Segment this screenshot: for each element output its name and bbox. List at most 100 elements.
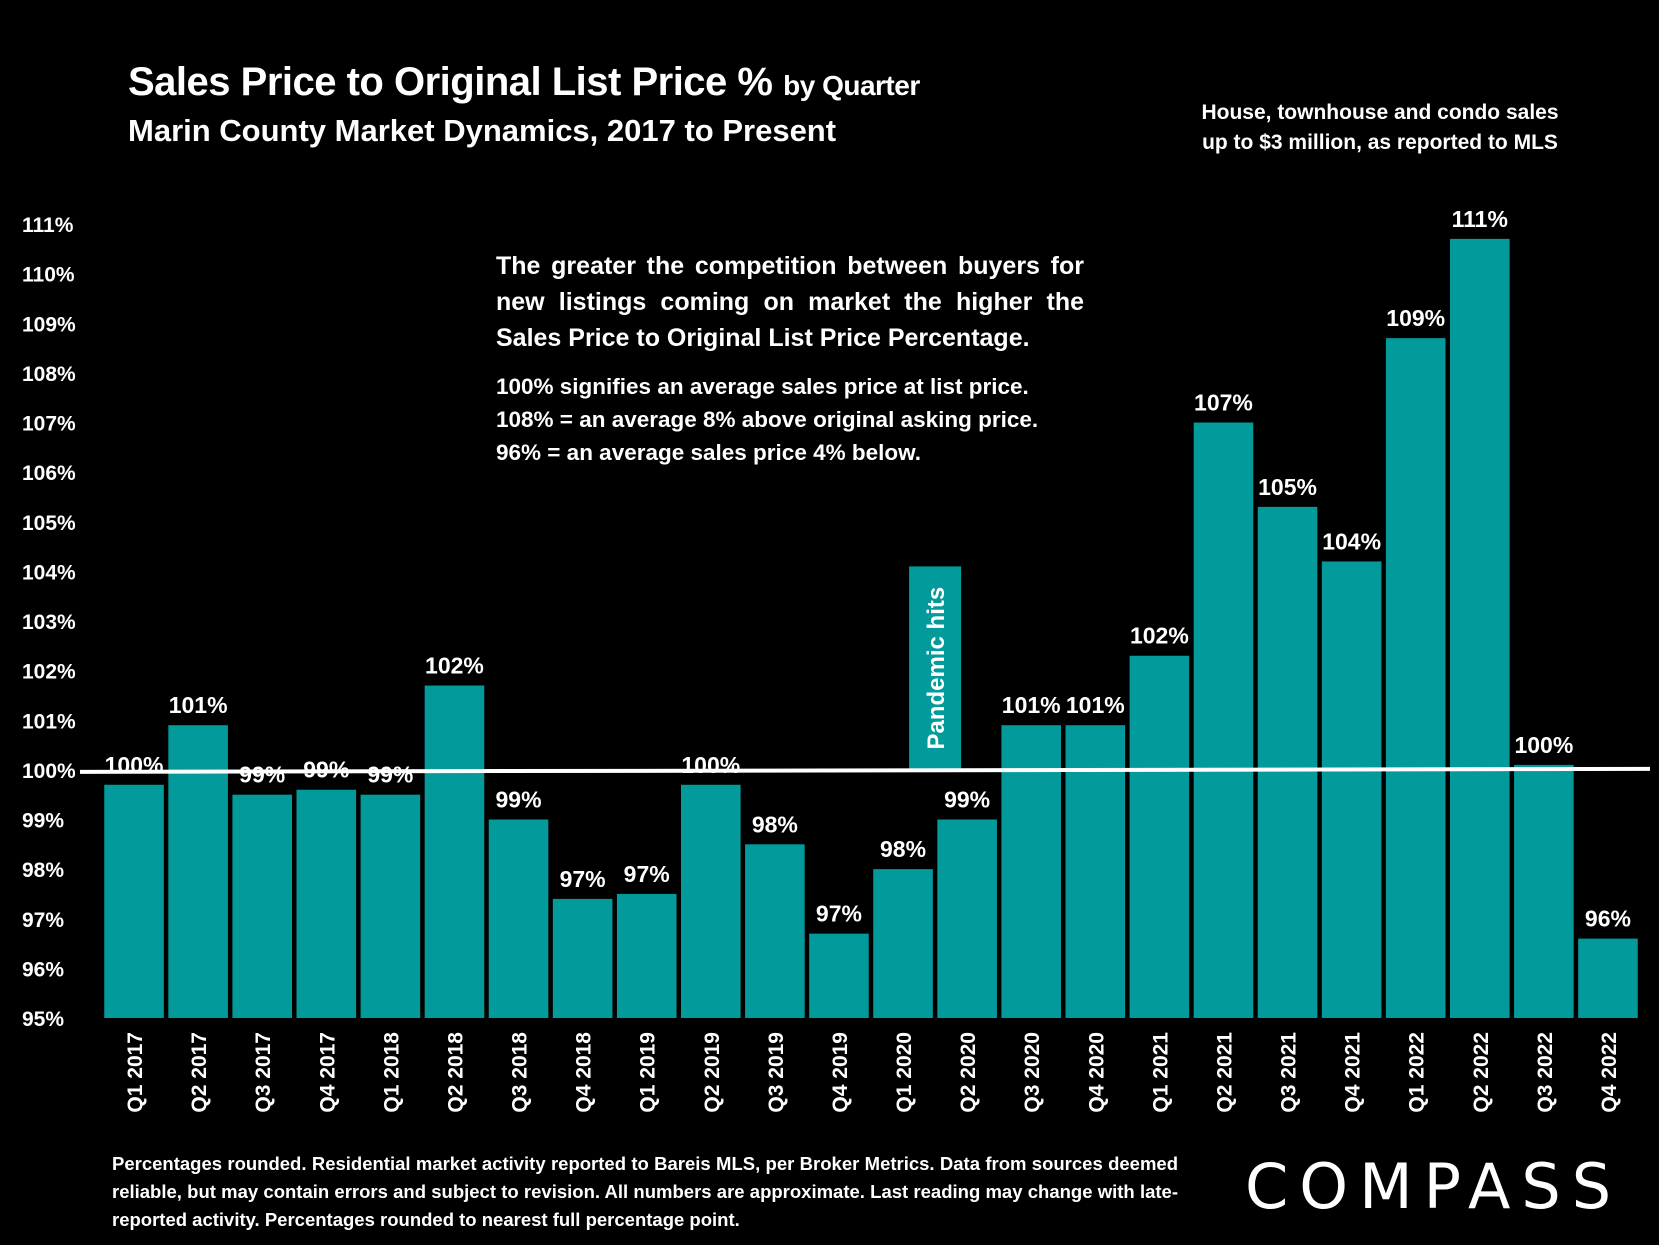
bar (168, 725, 228, 1018)
bar (1257, 506, 1318, 1018)
y-tick-label: 99% (22, 810, 64, 833)
data-label: 111% (1452, 206, 1508, 232)
chart-title: Sales Price to Original List Price % by … (128, 60, 920, 105)
annotation-line-2: 108% = an average 8% above original aski… (496, 407, 1039, 432)
x-tick-label: Q4 2021 (1342, 1032, 1365, 1113)
y-tick-label: 110% (22, 264, 75, 287)
annotation-explanation: 100% signifies an average sales price at… (496, 370, 1084, 469)
data-label: 107% (1194, 390, 1253, 416)
data-label: 99% (367, 762, 413, 788)
pandemic-marker (909, 566, 962, 770)
y-tick-label: 103% (22, 611, 76, 634)
data-label: 99% (239, 762, 285, 788)
bar (1514, 764, 1574, 1018)
bar (360, 794, 421, 1018)
chart-title-text: Sales Price to Original List Price % (128, 60, 773, 104)
bar (873, 869, 933, 1018)
y-tick-label: 109% (22, 313, 76, 336)
scope-note-line1: House, townhouse and condo sales (1201, 101, 1559, 124)
bar (1001, 725, 1062, 1018)
scope-note: House, townhouse and condo sales up to $… (1160, 98, 1600, 158)
data-label: 96% (1585, 906, 1631, 932)
bar (1385, 338, 1446, 1018)
y-tick-label: 107% (22, 413, 76, 436)
bar (1578, 938, 1638, 1018)
annotation-line-3: 96% = an average sales price 4% below. (496, 440, 922, 465)
data-label: 102% (425, 653, 484, 679)
annotation-paragraph: The greater the competition between buye… (496, 252, 1084, 352)
x-tick-label: Q4 2017 (316, 1032, 339, 1113)
x-tick-label: Q1 2017 (124, 1032, 147, 1113)
data-label: 97% (624, 861, 670, 887)
x-tick-label: Q2 2018 (444, 1032, 467, 1113)
bar (809, 933, 869, 1018)
x-tick-label: Q3 2022 (1534, 1032, 1557, 1113)
pandemic-marker-label: Pandemic hits (923, 587, 950, 750)
x-tick-label: Q1 2021 (1149, 1032, 1172, 1113)
y-tick-label: 102% (22, 661, 76, 684)
y-tick-label: 97% (22, 909, 64, 932)
bar (1129, 655, 1190, 1018)
x-tick-label: Q2 2017 (188, 1032, 211, 1113)
bar (616, 893, 677, 1018)
data-label: 100% (105, 752, 164, 778)
bar (1449, 238, 1510, 1018)
chart-annotation: The greater the competition between buye… (496, 248, 1084, 469)
scope-note-line2: up to $3 million, as reported to MLS (1202, 131, 1558, 154)
chart-title-suffix: by Quarter (783, 70, 920, 101)
data-label: 101% (1002, 692, 1061, 718)
chart-subtitle: Marin County Market Dynamics, 2017 to Pr… (128, 113, 837, 148)
x-tick-label: Q4 2020 (1085, 1032, 1108, 1113)
data-label: 100% (1514, 732, 1573, 758)
data-label: 98% (752, 811, 798, 837)
y-tick-label: 95% (22, 1008, 64, 1031)
bar (552, 898, 613, 1018)
y-tick-label: 101% (22, 710, 76, 733)
y-tick-label: 98% (22, 859, 64, 882)
data-label: 102% (1130, 623, 1189, 649)
data-label: 99% (496, 787, 542, 813)
reference-line-100 (79, 766, 1651, 774)
data-label: 101% (1066, 692, 1125, 718)
bar (296, 789, 357, 1018)
y-tick-label: 100% (22, 760, 76, 783)
bar (1065, 725, 1126, 1018)
bar (232, 794, 293, 1018)
x-tick-label: Q4 2019 (829, 1032, 852, 1113)
x-tick-label: Q2 2019 (701, 1032, 724, 1113)
x-tick-label: Q3 2021 (1278, 1032, 1301, 1113)
bar (424, 685, 485, 1018)
x-tick-label: Q2 2022 (1470, 1032, 1493, 1113)
x-tick-label: Q4 2022 (1598, 1032, 1621, 1113)
x-tick-label: Q3 2019 (765, 1032, 788, 1113)
bar (937, 819, 997, 1018)
y-tick-label: 96% (22, 958, 64, 981)
data-label: 105% (1258, 474, 1317, 500)
data-label: 97% (816, 901, 862, 927)
footnote: Percentages rounded. Residential market … (112, 1153, 1178, 1230)
data-label: 97% (560, 866, 606, 892)
bar (1321, 561, 1382, 1018)
bar (1193, 422, 1254, 1018)
data-label: 100% (681, 752, 740, 778)
x-tick-label: Q3 2020 (1021, 1032, 1044, 1113)
compass-logo: COMPASS (1245, 1150, 1623, 1223)
data-label: 98% (880, 836, 926, 862)
x-tick-label: Q3 2017 (252, 1032, 275, 1113)
y-tick-label: 104% (22, 561, 76, 584)
y-tick-label: 111% (22, 214, 74, 237)
x-tick-label: Q1 2022 (1406, 1032, 1429, 1113)
x-tick-label: Q2 2020 (957, 1032, 980, 1113)
x-tick-label: Q1 2018 (380, 1032, 403, 1113)
annotation-line-1: 100% signifies an average sales price at… (496, 374, 1029, 399)
x-tick-label: Q1 2020 (893, 1032, 916, 1113)
y-tick-label: 106% (22, 462, 76, 485)
bar (488, 819, 549, 1018)
x-tick-label: Q4 2018 (573, 1032, 596, 1113)
x-tick-label: Q1 2019 (637, 1032, 660, 1113)
x-tick-label: Q2 2021 (1213, 1032, 1236, 1113)
data-label: 104% (1322, 528, 1381, 554)
y-tick-label: 105% (22, 512, 76, 535)
x-tick-label: Q3 2018 (509, 1032, 532, 1113)
